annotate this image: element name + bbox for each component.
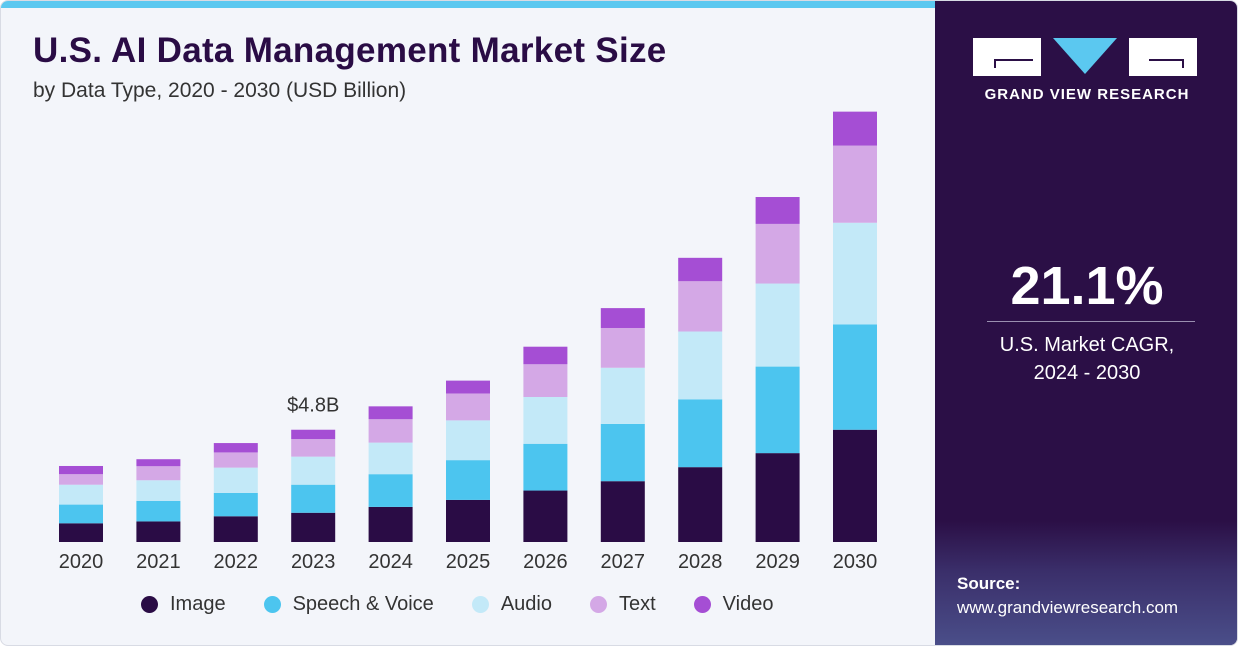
legend-label: Text: [618, 593, 656, 615]
bar-2027-video: [600, 308, 645, 328]
bar-2026-image: [523, 490, 568, 542]
bar-2023-text: [291, 439, 336, 457]
legend-label: Video: [722, 593, 774, 615]
bar-2028-audio: [678, 331, 723, 400]
x-tick-label: 2021: [136, 551, 181, 573]
bar-2030-image: [833, 429, 877, 542]
bar-2022-video: [213, 443, 258, 453]
x-tick-label: 2020: [59, 551, 104, 573]
bar-2024-speech-voice: [368, 474, 413, 507]
bar-2030-audio: [833, 222, 877, 325]
legend-item: Image: [141, 593, 226, 616]
bar-2023-audio: [291, 456, 336, 485]
x-tick-label: 2029: [755, 551, 800, 573]
bar-2022-text: [213, 452, 258, 468]
legend-swatch: [263, 596, 281, 613]
bar-2027-audio: [600, 367, 645, 424]
decorative-grid: [935, 521, 1237, 645]
bar-2022-image: [213, 516, 258, 542]
bar-2025-video: [446, 380, 490, 394]
bar-2024-video: [368, 406, 413, 420]
cagr-label-line1: U.S. Market CAGR,: [999, 334, 1175, 356]
sidebar-panel: GRAND VIEW RESEARCH 21.1% U.S. Market CA…: [935, 1, 1237, 645]
bar-2020-image: [59, 523, 103, 542]
bar-2025-text: [446, 393, 490, 421]
brand-name: GRAND VIEW RESEARCH: [984, 86, 1190, 103]
legend-label: Image: [170, 593, 226, 615]
legend-label: Audio: [500, 593, 552, 615]
bar-2021-text: [136, 466, 181, 481]
chart-subtitle: by Data Type, 2020 - 2030 (USD Billion): [33, 79, 407, 102]
legend-swatch: [693, 596, 711, 613]
legend-swatch: [141, 596, 158, 613]
chart-title: U.S. AI Data Management Market Size: [33, 31, 667, 70]
legend-label: Speech & Voice: [292, 593, 434, 615]
bar-2023-video: [291, 429, 336, 440]
bar-2027-text: [600, 327, 645, 368]
bar-2020-speech-voice: [59, 504, 103, 524]
bar-2028-video: [678, 257, 723, 282]
bar-2029-text: [755, 223, 800, 284]
bar-2028-speech-voice: [678, 399, 723, 468]
bar-2029-audio: [755, 283, 800, 367]
x-tick-label: 2030: [833, 551, 878, 573]
bar-2024-audio: [368, 442, 413, 475]
bar-2021-image: [136, 521, 181, 542]
bar-2020-video: [59, 465, 103, 475]
bar-2030-text: [833, 145, 877, 223]
x-tick-label: 2027: [601, 551, 646, 573]
cagr-label-line2: 2024 - 2030: [1033, 362, 1141, 384]
bar-2021-audio: [136, 480, 181, 501]
x-tick-label: 2022: [214, 551, 259, 573]
x-tick-label: 2026: [523, 551, 568, 573]
source-link[interactable]: www.grandviewresearch.com: [957, 598, 1179, 617]
bar-2027-image: [600, 481, 645, 542]
legend-item: Video: [693, 593, 774, 616]
bar-2020-text: [59, 474, 103, 485]
bar-2026-video: [523, 346, 568, 365]
stacked-bar-chart: 2020 2021 2022 2023 $4.8B 2024 2025 2026 2027 202…: [59, 111, 878, 573]
legend-item: Audio: [471, 593, 552, 616]
bar-2020-audio: [59, 484, 103, 505]
cagr-label: U.S. Market CAGR, 2024 - 2030: [935, 331, 1237, 387]
x-tick-label: 2023: [291, 551, 336, 573]
bar-2026-audio: [523, 396, 568, 444]
bar-2025-speech-voice: [446, 460, 490, 500]
cagr-divider: [987, 321, 1195, 322]
bar-2021-speech-voice: [136, 500, 181, 522]
bar-2023-speech-voice: [291, 484, 336, 513]
bar-2025-audio: [446, 420, 490, 461]
bar-2028-image: [678, 467, 723, 542]
source-heading: Source:: [957, 574, 1021, 593]
bar-2024-text: [368, 419, 413, 443]
chart-legend: Image Speech & Voice Audio Text Video: [141, 593, 811, 616]
bar-2022-audio: [213, 467, 258, 493]
top-accent-line: [1, 1, 935, 8]
bar-2029-image: [755, 453, 800, 542]
bar-2030-video: [833, 111, 877, 146]
bar-2029-speech-voice: [755, 366, 800, 454]
bar-2024-image: [368, 506, 413, 542]
bar-2021-video: [136, 459, 181, 467]
bar-2026-text: [523, 364, 568, 397]
x-tick-label: 2025: [446, 551, 491, 573]
bar-2022-speech-voice: [213, 492, 258, 517]
bar-2023-image: [291, 512, 336, 542]
legend-item: Text: [589, 593, 656, 616]
bar-2029-video: [755, 197, 800, 224]
cagr-value: 21.1%: [1010, 256, 1164, 316]
bar-2026-speech-voice: [523, 443, 568, 491]
bar-2028-text: [678, 281, 723, 332]
legend-swatch: [471, 596, 489, 613]
legend-swatch: [589, 596, 607, 613]
x-tick-label: 2024: [368, 551, 413, 573]
legend-item: Speech & Voice: [263, 593, 434, 616]
bar-2030-speech-voice: [833, 324, 877, 430]
x-tick-label: 2028: [678, 551, 723, 573]
grand-view-research-logo: [973, 38, 1197, 76]
bar-2027-speech-voice: [600, 423, 645, 482]
data-label-annotation: $4.8B: [287, 395, 339, 417]
bar-2025-image: [446, 499, 490, 542]
